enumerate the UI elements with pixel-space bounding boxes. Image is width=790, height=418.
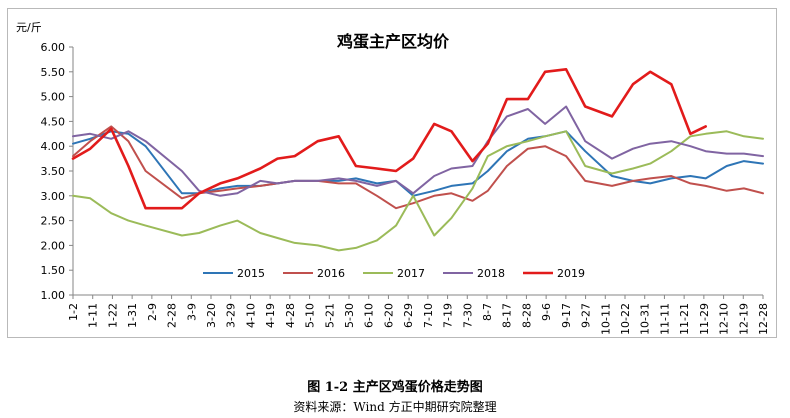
- x-tick-label: 6-10: [363, 303, 376, 328]
- x-tick-label: 2-9: [146, 303, 159, 321]
- x-tick-label: 1-22: [106, 303, 119, 328]
- x-tick-label: 8-17: [501, 303, 514, 328]
- x-tick-label: 10-11: [599, 303, 612, 335]
- y-tick-label: 5.00: [41, 91, 66, 104]
- x-tick-label: 6-20: [382, 303, 395, 328]
- y-tick-label: 1.50: [41, 264, 66, 277]
- chart-title: 鸡蛋主产区均价: [336, 32, 450, 51]
- y-tick-label: 2.50: [41, 215, 66, 228]
- x-tick-label: 1-31: [126, 303, 139, 328]
- x-tick-label: 11-29: [698, 303, 711, 335]
- x-tick-label: 5-10: [304, 303, 317, 328]
- y-tick-label: 3.50: [41, 165, 66, 178]
- x-tick-label: 1-2: [67, 303, 80, 321]
- y-tick-label: 5.50: [41, 66, 66, 79]
- y-tick-label: 6.00: [41, 41, 66, 54]
- x-tick-label: 4-28: [284, 303, 297, 328]
- x-tick-label: 9-17: [560, 303, 573, 328]
- series-line-2015: [72, 130, 764, 197]
- x-tick-label: 4-19: [264, 303, 277, 328]
- series-line-2018: [72, 105, 764, 197]
- figure-caption: 图 1-2 主产区鸡蛋价格走势图: [307, 380, 483, 395]
- legend-label-2016: 2016: [317, 267, 345, 280]
- legend: 2015 2016 2017 2018 2019: [203, 267, 585, 280]
- y-tick-label: 3.00: [41, 190, 66, 203]
- x-tick-label: 12-19: [737, 303, 750, 335]
- x-tick-label: 5-21: [323, 303, 336, 328]
- x-tick-label: 8-7: [481, 303, 494, 321]
- x-tick-label: 3-20: [205, 303, 218, 328]
- x-tick-label: 4-10: [244, 303, 257, 328]
- x-tick-label: 8-28: [520, 303, 533, 328]
- x-tick-label: 11-21: [678, 303, 691, 335]
- x-tick-label: 2-28: [166, 303, 179, 328]
- x-tick-label: 3-29: [225, 303, 238, 328]
- x-tick-label: 12-28: [757, 303, 770, 335]
- series-layer: [71, 67, 764, 252]
- legend-label-2017: 2017: [397, 267, 425, 280]
- series-line-2019: [71, 67, 708, 210]
- y-axis: 1.00 1.50 2.00 2.50 3.00 3.50 4.00 4.50 5.00 5.50…: [41, 41, 74, 302]
- series-line-2017: [72, 130, 764, 252]
- line-chart: 鸡蛋主产区均价 元/斤 1.00 1.50 2.00 2.50 3.00 3.50 4.00…: [16, 21, 770, 335]
- y-tick-label: 1.00: [41, 289, 66, 302]
- chart-frame: 鸡蛋主产区均价 元/斤 1.00 1.50 2.00 2.50 3.00 3.50 4.00…: [7, 8, 777, 338]
- x-tick-label: 5-30: [343, 303, 356, 328]
- y-tick-label: 2.00: [41, 239, 66, 252]
- x-tick-label: 10-22: [619, 303, 632, 335]
- x-tick-label: 6-29: [402, 303, 415, 328]
- x-tick-label: 10-31: [639, 303, 652, 335]
- y-tick-label: 4.00: [41, 140, 66, 153]
- x-tick-label: 7-30: [461, 303, 474, 328]
- x-tick-label: 9-6: [540, 303, 553, 321]
- x-tick-label: 7-10: [422, 303, 435, 328]
- source-note: 资料来源：Wind 方正中期研究院整理: [293, 400, 497, 414]
- y-unit-label: 元/斤: [16, 21, 42, 34]
- x-tick-label: 7-19: [442, 303, 455, 328]
- x-tick-label: 1-11: [87, 303, 100, 328]
- x-tick-label: 3-9: [185, 303, 198, 321]
- legend-label-2019: 2019: [557, 267, 585, 280]
- legend-label-2018: 2018: [477, 267, 505, 280]
- x-tick-label: 9-27: [580, 303, 593, 328]
- x-tick-label: 12-10: [718, 303, 731, 335]
- x-tick-label: 11-11: [658, 303, 671, 335]
- legend-label-2015: 2015: [237, 267, 265, 280]
- y-tick-label: 4.50: [41, 115, 66, 128]
- x-axis: 1-2 1-11 1-22 1-31 2-9 2-28 3-9 3-20 3-29 4-10 4-1…: [67, 294, 770, 335]
